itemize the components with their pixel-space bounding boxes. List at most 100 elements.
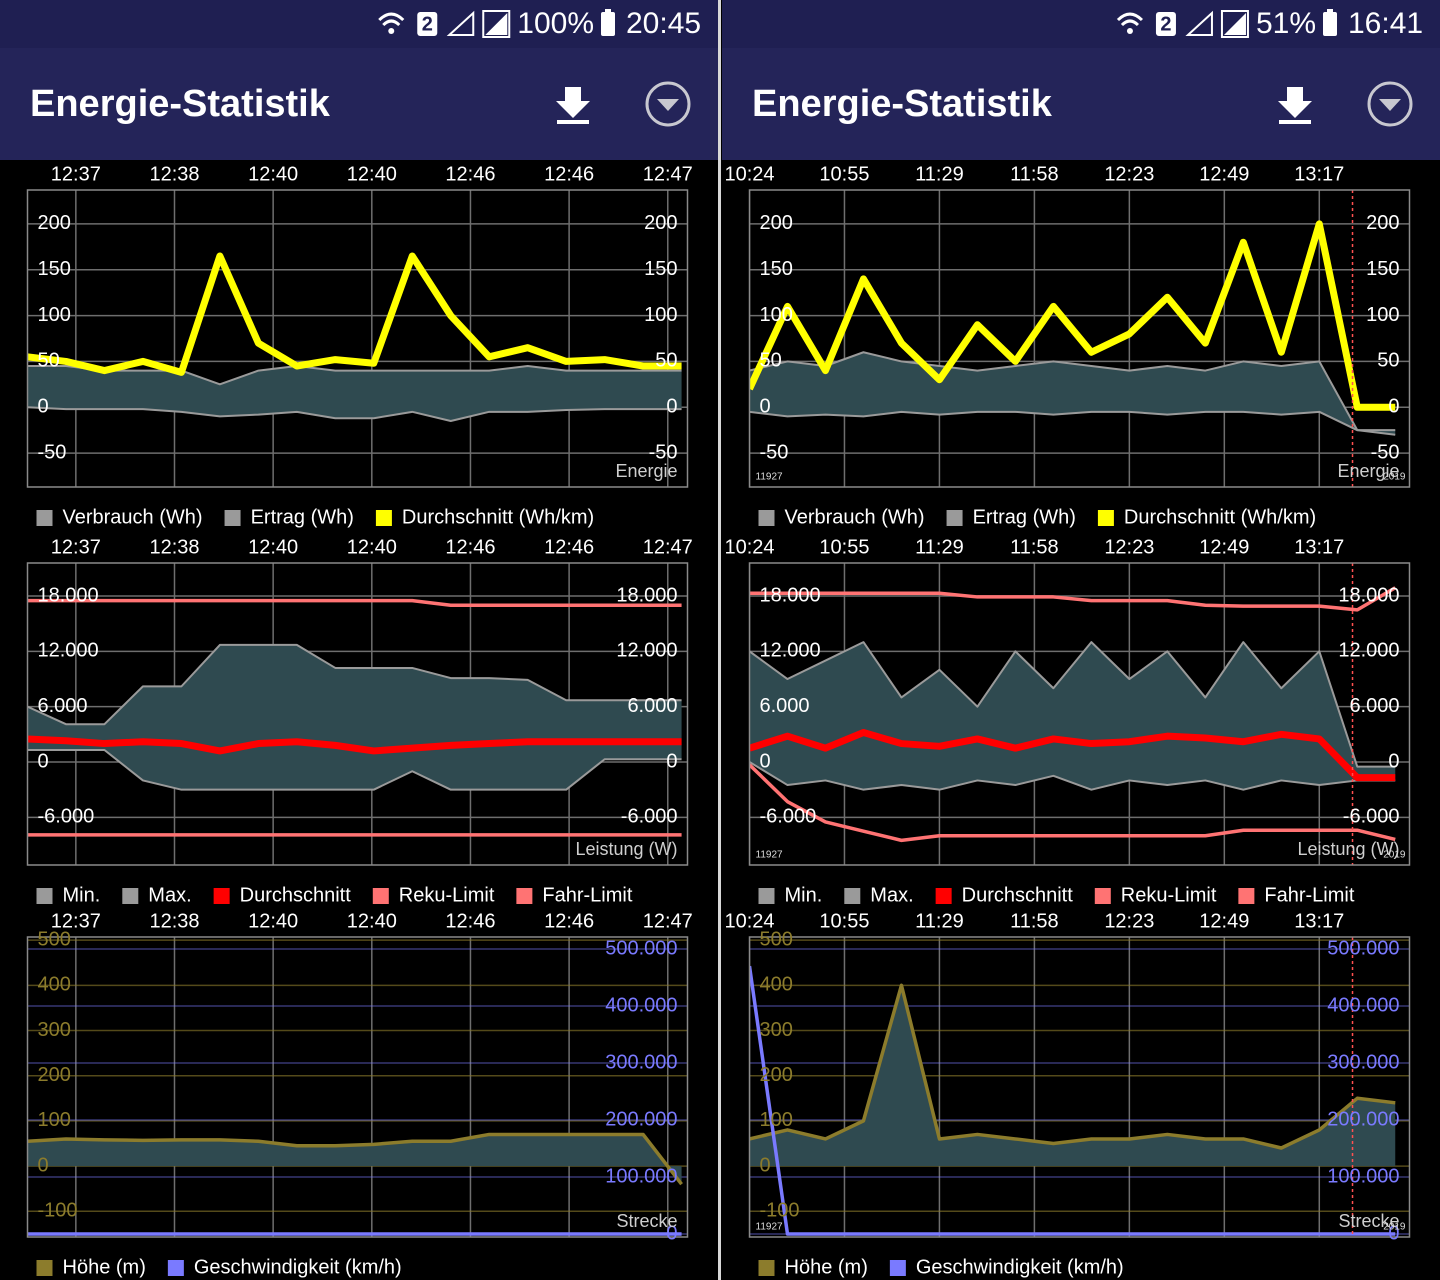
x-tick-label: 12:40 bbox=[347, 910, 397, 932]
y-tick-label-right: 12.000 bbox=[1338, 640, 1399, 662]
x-tick-label: 10:24 bbox=[724, 910, 774, 932]
x-tick-label: 12:38 bbox=[149, 536, 199, 558]
annotation: Strecke bbox=[616, 1211, 677, 1231]
x-tick-label: 10:55 bbox=[819, 910, 869, 932]
annotation: Leistung (W) bbox=[1297, 839, 1399, 859]
plot bbox=[27, 937, 688, 1237]
menu-arrow bbox=[657, 99, 679, 111]
annotation: Leistung (W) bbox=[575, 839, 677, 859]
y-tick-label-right: 0 bbox=[1388, 750, 1399, 772]
x-tick-label: 12:46 bbox=[445, 536, 495, 558]
series-line bbox=[27, 1132, 683, 1186]
battery-icon bbox=[601, 12, 615, 36]
x-tick-label: 12:40 bbox=[248, 910, 298, 932]
y-tick-label-right: 100 bbox=[644, 304, 677, 326]
status-battery: 100% bbox=[517, 7, 594, 40]
x-tick-label: 12:46 bbox=[544, 536, 594, 558]
legend-swatch bbox=[213, 888, 230, 904]
x-tick-label: 11:29 bbox=[915, 163, 964, 185]
status-time: 16:41 bbox=[1348, 7, 1423, 40]
legend-label: Max. bbox=[870, 884, 913, 906]
y-tick-label: 0 bbox=[38, 750, 49, 772]
legend-label: Höhe (m) bbox=[785, 1256, 868, 1278]
x-tick-label: 12:46 bbox=[445, 910, 495, 932]
x-tick-label: 12:49 bbox=[1199, 163, 1249, 185]
y-tick-label-right: 18.000 bbox=[616, 584, 677, 606]
y-tick-label: 400 bbox=[38, 974, 71, 996]
legend-label: Höhe (m) bbox=[63, 1256, 146, 1278]
y-tick-label: 200 bbox=[38, 1064, 71, 1086]
x-tick-label: 12:38 bbox=[149, 910, 199, 932]
x-tick-label: 12:37 bbox=[51, 536, 101, 558]
x-tick-label: 10:24 bbox=[724, 536, 774, 558]
status-bar bbox=[0, 0, 718, 48]
download-icon[interactable] bbox=[1278, 87, 1312, 124]
series-line bbox=[27, 598, 682, 607]
menu-arrow bbox=[1379, 99, 1401, 111]
signal-icon bbox=[485, 13, 508, 35]
y-tick-label: -50 bbox=[760, 441, 789, 463]
y-tick-label: 18.000 bbox=[760, 584, 821, 606]
legend-label: Geschwindigkeit (km/h) bbox=[194, 1256, 402, 1278]
y-tick-label: 0 bbox=[38, 396, 49, 418]
app-title: Energie-Statistik bbox=[752, 83, 1053, 125]
y-tick-label-right: 0 bbox=[1388, 396, 1399, 418]
x-tick-label: 10:55 bbox=[819, 163, 869, 185]
x-tick-label: 12:37 bbox=[51, 163, 101, 185]
annotation: Strecke bbox=[1338, 1211, 1399, 1231]
x-tick-label: 12:23 bbox=[1104, 536, 1154, 558]
legend-label: Durchschnitt (Wh/km) bbox=[402, 506, 594, 528]
plot bbox=[749, 937, 1410, 1237]
status-sim: 2 bbox=[422, 13, 433, 35]
legend-label: Ertrag (Wh) bbox=[973, 506, 1076, 528]
legend-swatch bbox=[1094, 888, 1111, 904]
legend-label: Verbrauch (Wh) bbox=[63, 506, 203, 528]
series-line bbox=[27, 406, 682, 422]
x-tick-label: 12:47 bbox=[643, 536, 693, 558]
y-tick-label: -100 bbox=[38, 1200, 78, 1222]
y2-tick-label: 500.000 bbox=[1327, 937, 1399, 959]
y2-tick-label: 200.000 bbox=[605, 1108, 677, 1130]
y-tick-label: 12.000 bbox=[38, 640, 99, 662]
legend-swatch bbox=[36, 1260, 53, 1276]
y-tick-label-right: 18.000 bbox=[1338, 584, 1399, 606]
divider bbox=[718, 0, 721, 1280]
legend-label: Fahr-Limit bbox=[1264, 884, 1354, 906]
series-line bbox=[749, 410, 1396, 436]
legend-label: Verbrauch (Wh) bbox=[785, 506, 925, 528]
x-tick-label: 12:49 bbox=[1199, 910, 1249, 932]
y-tick-label: 12.000 bbox=[760, 640, 821, 662]
y-tick-label: -100 bbox=[760, 1200, 800, 1222]
y-tick-label-right: 12.000 bbox=[616, 640, 677, 662]
y-tick-label-right: 50 bbox=[655, 350, 677, 372]
plot-frame bbox=[748, 189, 1411, 488]
x-tick-label: 12:40 bbox=[347, 536, 397, 558]
y2-tick-label: 400.000 bbox=[605, 994, 677, 1016]
y2-tick-label: 500.000 bbox=[605, 937, 677, 959]
y-tick-label: -50 bbox=[38, 441, 67, 463]
x-tick-label: 10:55 bbox=[819, 536, 869, 558]
x-tick-label: 11:58 bbox=[1010, 163, 1059, 185]
series-line bbox=[27, 252, 682, 376]
y-tick-label-right: 6.000 bbox=[1349, 695, 1399, 717]
legend-swatch bbox=[1238, 888, 1255, 904]
wifi-icon bbox=[378, 12, 405, 27]
y-tick-label: 500 bbox=[38, 928, 71, 950]
band bbox=[27, 366, 682, 421]
y-tick-label-right: 0 bbox=[666, 396, 677, 418]
x-tick-label: 12:47 bbox=[643, 163, 693, 185]
download-icon[interactable] bbox=[556, 87, 590, 124]
legend-label: Geschwindigkeit (km/h) bbox=[916, 1256, 1124, 1278]
y-tick-label: 500 bbox=[760, 928, 793, 950]
y2-tick-label: 0 bbox=[666, 1222, 677, 1244]
y-tick-label: 6.000 bbox=[760, 695, 810, 717]
menu-button[interactable] bbox=[1367, 81, 1413, 127]
y-tick-label-right: 150 bbox=[644, 258, 677, 280]
y-tick-label: 200 bbox=[760, 212, 793, 234]
x-tick-label: 11:29 bbox=[915, 536, 964, 558]
status-bar bbox=[722, 0, 1440, 48]
y-tick-label: 150 bbox=[38, 258, 71, 280]
menu-button[interactable] bbox=[645, 81, 691, 127]
series-line bbox=[27, 735, 682, 755]
y-tick-label-right: 100 bbox=[1366, 304, 1399, 326]
